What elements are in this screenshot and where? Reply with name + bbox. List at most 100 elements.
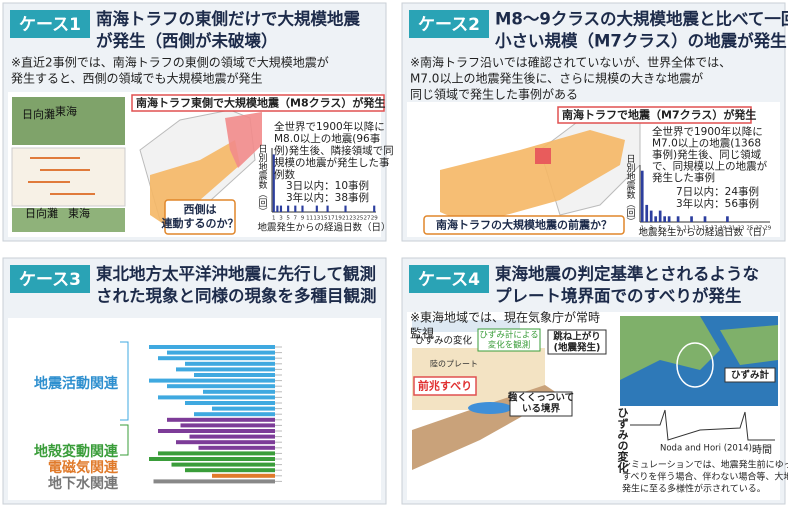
case-badge-label: ケース1 — [19, 15, 81, 35]
case-note: ※東海地域では、現在気象庁が常時 — [410, 310, 600, 325]
case-badge — [409, 10, 489, 38]
bar — [690, 216, 693, 222]
stat-text: 例数 — [274, 168, 295, 181]
bar — [301, 205, 304, 212]
count-text: 3日以内：10事例 — [286, 179, 369, 192]
x-tick-label: 11 — [306, 216, 313, 222]
bar — [640, 170, 644, 222]
timeline-bar — [176, 367, 275, 372]
timeline-bar — [198, 445, 275, 450]
diagram-label: 強くくっついて — [508, 392, 574, 404]
case-badge-label: ケース2 — [418, 15, 480, 35]
bar — [645, 204, 649, 222]
case-badge-label: ケース3 — [19, 270, 81, 290]
case-badge — [409, 265, 489, 293]
m7-rupture — [535, 148, 551, 164]
bar — [726, 216, 729, 222]
stat-text: 発生した事例 — [652, 171, 715, 184]
stat-text: M7.0以上の地震(1368 — [652, 137, 761, 150]
x-tick-label: 25 — [746, 226, 753, 232]
x-tick-label: 15 — [702, 226, 709, 232]
diagram-label: ひずみ計による — [479, 330, 538, 341]
x-tick-label: 21 — [728, 226, 735, 232]
timeline-bar — [158, 356, 275, 361]
y-axis-label: 日別地震数（回） — [625, 154, 636, 226]
slip-zone — [468, 402, 512, 414]
case-title: 東北地方太平洋沖地震に先行して観測 — [96, 264, 376, 284]
callout — [164, 199, 236, 235]
y-axis-label: ひずみの変化 — [616, 407, 629, 474]
diagram-label: いる境界 — [522, 403, 561, 415]
timeline-bar — [180, 423, 275, 428]
group-label: 電磁気関連 — [48, 459, 119, 476]
stat-text: 事例)発生後、同じ領域 — [652, 148, 762, 161]
bar — [326, 205, 329, 212]
mini-map-label: 日向灘 — [25, 206, 58, 220]
diagram-label: ひずみ計 — [731, 369, 770, 381]
y-axis-label: 日別地震数（回） — [257, 144, 268, 216]
bar — [287, 205, 290, 212]
timeline-bar — [158, 395, 275, 400]
case-title: プレート境界面でのすべりが発生 — [495, 286, 741, 306]
callout-text: 西側は — [184, 202, 217, 216]
diagram-label: ひずみの変化 — [415, 335, 473, 347]
diagram-label: 前兆すべり — [418, 379, 472, 393]
bar — [663, 216, 666, 222]
x-tick-label: 29 — [371, 216, 378, 222]
x-tick-label: 5 — [286, 216, 290, 222]
caption: 発生に至る多様性が示されている。 — [622, 483, 766, 495]
x-tick-label: 7 — [294, 216, 298, 222]
timeline-bar — [167, 350, 275, 355]
group-label: 地震活動関連 — [34, 375, 119, 392]
mini-map — [12, 208, 125, 232]
x-tick-label: 27 — [364, 216, 371, 222]
label-box — [547, 329, 607, 355]
timeline-bar — [176, 440, 275, 445]
east-rupture — [225, 112, 262, 168]
map-land — [620, 316, 720, 380]
case-note: 監視 — [410, 326, 434, 341]
bar — [279, 205, 283, 212]
bar — [294, 205, 297, 212]
bar — [676, 216, 680, 222]
x-tick-label: 17 — [710, 226, 717, 232]
mini-map-label: 東海 — [55, 104, 77, 118]
case-note: ※直近2事例では、南海トラフの東側の領域で大規模地震が — [11, 55, 329, 70]
timeline-bar — [158, 429, 275, 433]
label-box — [413, 376, 477, 396]
trough-region — [440, 130, 625, 225]
case-badge-label: ケース4 — [418, 270, 480, 290]
timeline-bar — [212, 406, 275, 411]
x-tick-label: 9 — [676, 226, 680, 232]
timeline-lines — [28, 157, 95, 195]
case-title: 東海地震の判定基準とされるような — [495, 264, 759, 284]
case-note: 同じ領域で発生した事例がある — [410, 87, 578, 102]
timeline-bar — [185, 468, 275, 473]
x-tick-label: 9 — [301, 216, 305, 222]
x-tick-label: 23 — [349, 216, 356, 222]
timeline-bar — [171, 462, 275, 467]
case-title: 南海トラフの東側だけで大規模地震 — [96, 9, 361, 29]
bar — [649, 210, 653, 222]
case-note: M7.0以上の地震発生後に、さらに規模の大きな地震が — [410, 71, 703, 86]
group-label: 地殻変動関連 — [34, 443, 119, 460]
case-title: が発生（西側が未破壊） — [96, 31, 278, 51]
bar — [373, 205, 376, 212]
callout-text: 連動するのか？ — [162, 216, 239, 230]
x-tick-label: 13 — [313, 216, 320, 222]
x-tick-label: 15 — [321, 216, 328, 222]
timeline-bar — [185, 401, 275, 405]
count-text: 3年以内：38事例 — [286, 191, 369, 204]
map-label: 南海トラフ東側で大規模地震（M8クラス）が発生 — [136, 96, 385, 110]
timeline-bar — [149, 457, 275, 461]
case-note: ※南海トラフ沿いでは確認されていないが、世界全体では、 — [410, 55, 731, 70]
stat-text: 全世界で1900年以降に — [652, 125, 763, 138]
label-box — [477, 328, 541, 352]
callout — [423, 215, 625, 235]
x-tick-label: 23 — [737, 226, 744, 232]
case-title: された現象と同様の現象を多種目観測 — [96, 286, 377, 306]
x-tick-label: 21 — [342, 216, 349, 222]
x-tick-label: 19 — [335, 216, 342, 222]
count-text: 7日以内：24事例 — [676, 185, 759, 198]
